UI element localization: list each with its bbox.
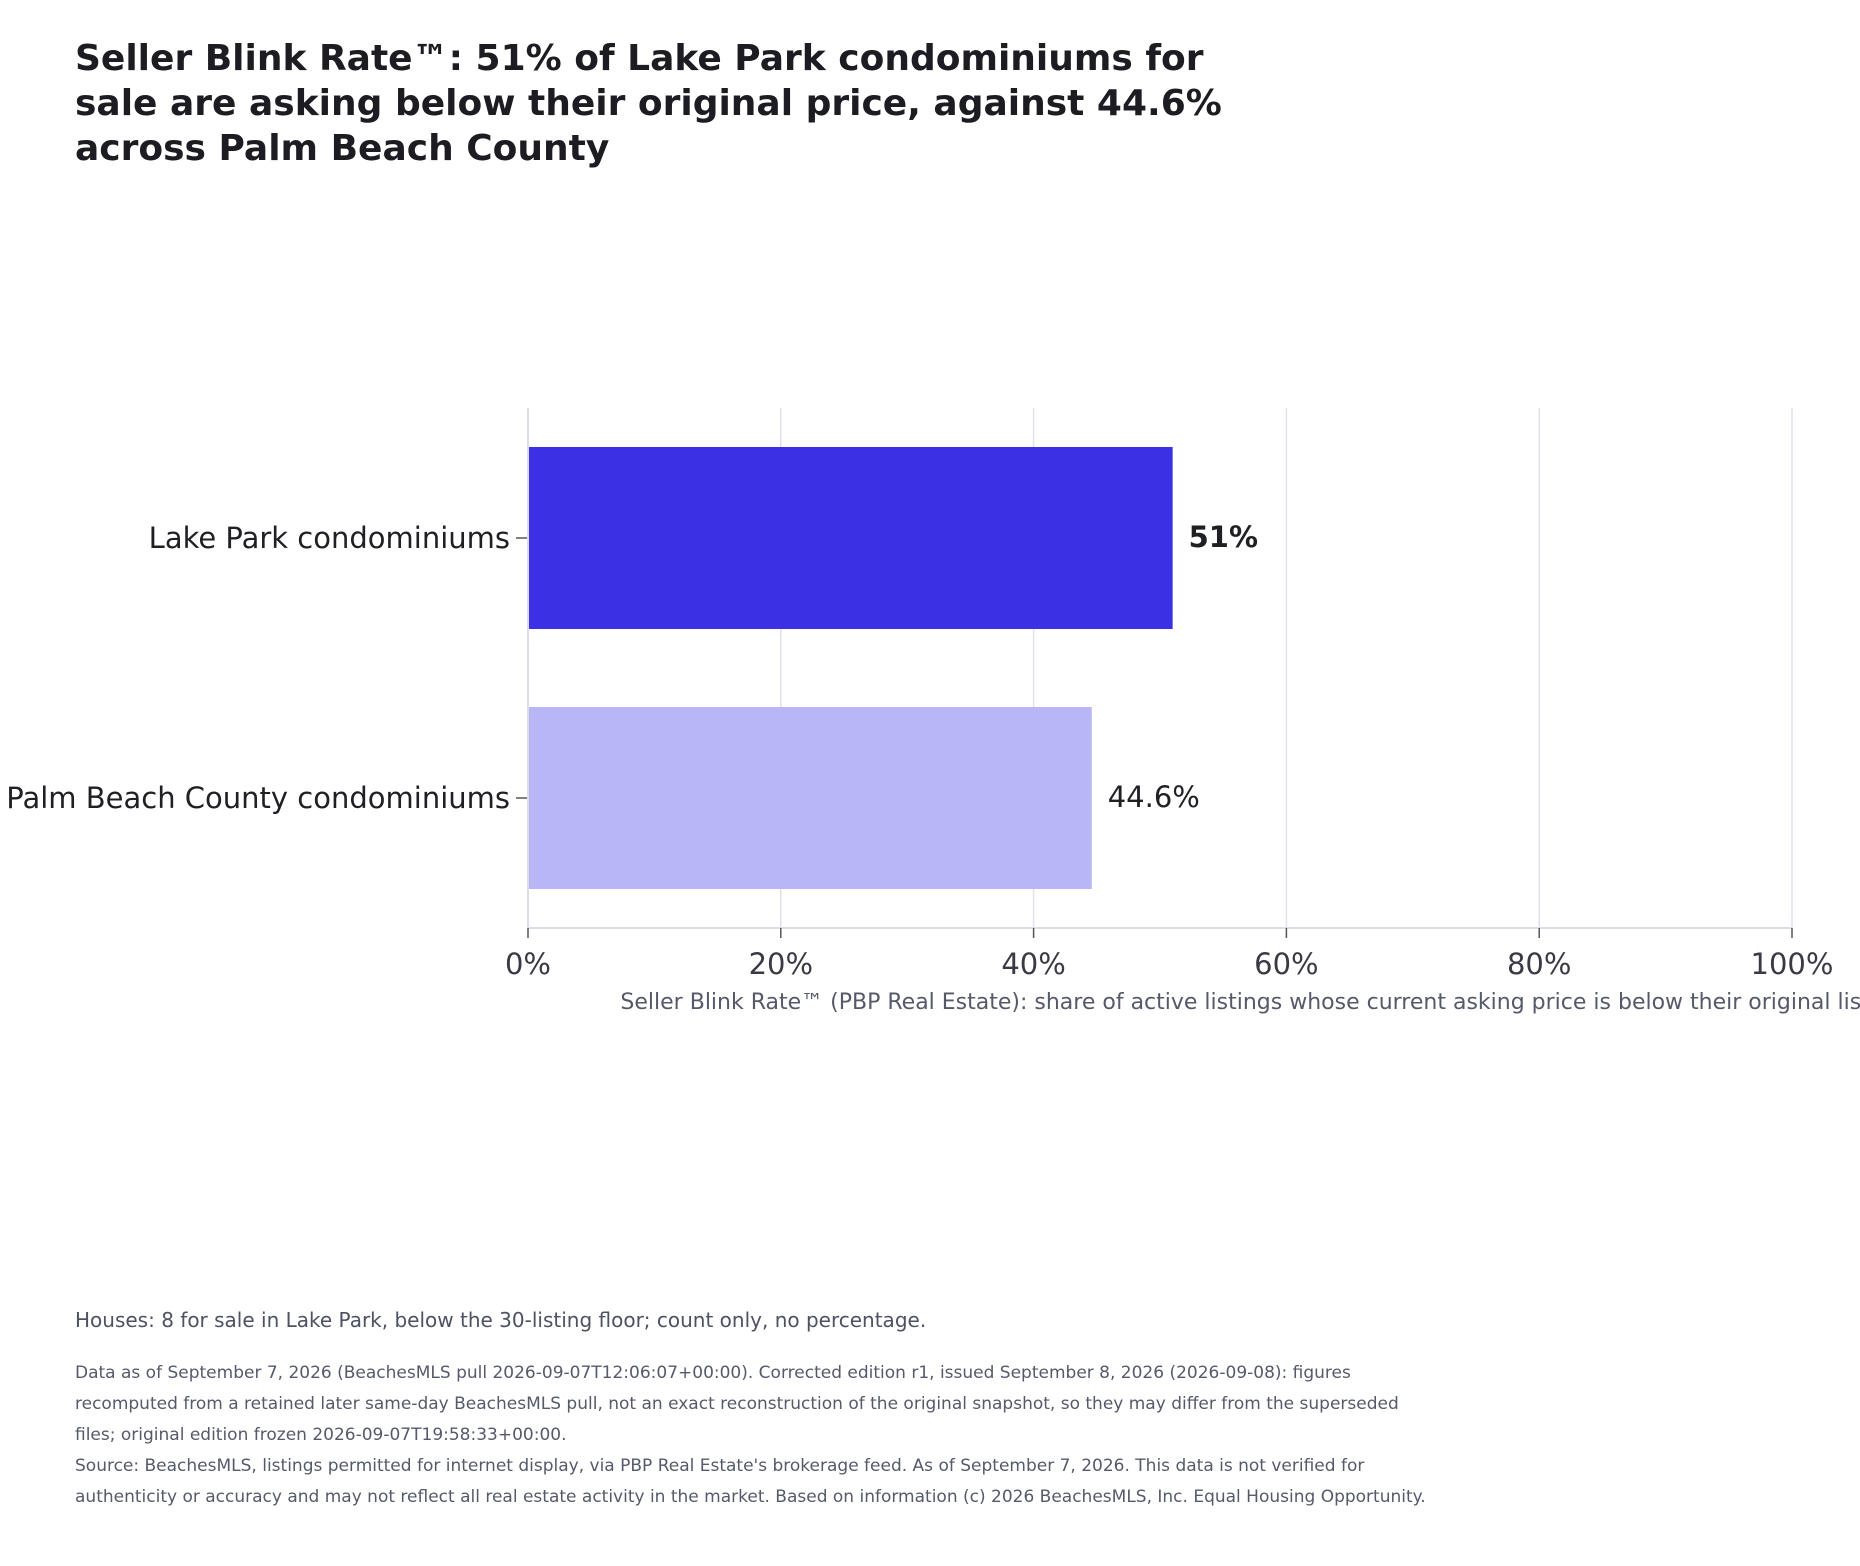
bar-chart: Lake Park condominiums 51% Palm Beach Coun…: [6, 408, 1860, 1015]
bar-2: [528, 707, 1092, 889]
data-label-1: 51%: [1189, 520, 1258, 554]
data-label-2: 44.6%: [1108, 780, 1200, 814]
x-tick-label-40: 40%: [1001, 947, 1065, 981]
x-tick-label-60: 60%: [1254, 947, 1318, 981]
x-tick-label-100: 100%: [1751, 947, 1834, 981]
x-axis-title: Seller Blink Rate™ (PBP Real Estate): sh…: [620, 990, 1860, 1015]
chart-title: Seller Blink Rate™: 51% of Lake Park con…: [75, 38, 1222, 169]
data-as-of-note: Data as of September 7, 2026 (BeachesMLS…: [75, 1363, 1399, 1445]
bar-1: [528, 447, 1173, 629]
x-tick-label-20: 20%: [749, 947, 813, 981]
bars: [528, 447, 1173, 889]
x-tick-label-0: 0%: [505, 947, 551, 981]
axes: [516, 408, 1793, 938]
labels: Lake Park condominiums 51% Palm Beach Coun…: [6, 520, 1833, 981]
x-tick-label-80: 80%: [1507, 947, 1571, 981]
category-label-2: Palm Beach County condominiums: [6, 781, 510, 815]
source-note: Source: BeachesMLS, listings permitted f…: [75, 1456, 1426, 1507]
footnote: Data as of September 7, 2026 (BeachesMLS…: [75, 1358, 1435, 1513]
category-label-1: Lake Park condominiums: [149, 521, 510, 555]
houses-note: Houses: 8 for sale in Lake Park, below t…: [75, 1308, 927, 1332]
